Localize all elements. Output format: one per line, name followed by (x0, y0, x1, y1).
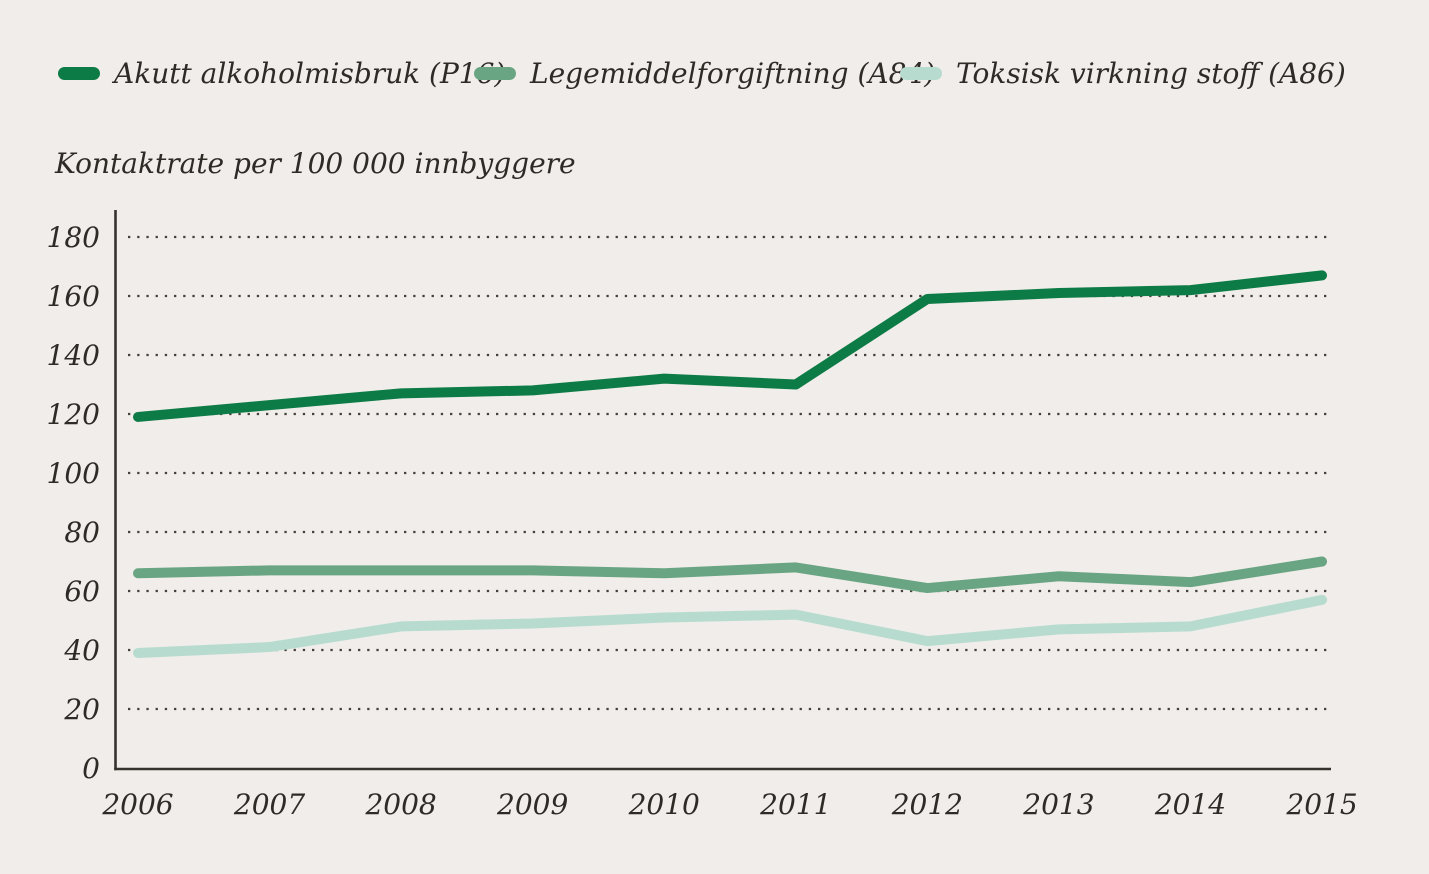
legend-label-toksisk-virkning: Toksisk virkning stoff (A86) (956, 56, 1346, 90)
y-tick-label-100: 100 (47, 457, 100, 490)
legend-swatch-toksisk-virkning-icon (900, 66, 942, 80)
series-line-2 (133, 594, 1328, 658)
x-tick-label-2014: 2014 (1154, 788, 1226, 821)
x-tick-label-2015: 2015 (1285, 788, 1357, 821)
legend-label-legemiddelforgiftning: Legemiddelforgiftning (A84) (530, 56, 936, 90)
series-line-1 (133, 556, 1328, 594)
x-tick-label-2010: 2010 (628, 788, 700, 821)
legend-item-legemiddelforgiftning: Legemiddelforgiftning (A84) (474, 55, 935, 91)
y-axis-title: Kontaktrate per 100 000 innbyggere (55, 147, 576, 180)
x-tick-label-2013: 2013 (1022, 788, 1094, 821)
x-tick-label-2009: 2009 (496, 788, 568, 821)
y-tick-label-80: 80 (64, 516, 100, 549)
x-tick-label-2008: 2008 (364, 788, 436, 821)
y-tick-label-180: 180 (47, 221, 100, 254)
y-tick-label-40: 40 (63, 634, 100, 667)
x-tick-label-2007: 2007 (233, 788, 305, 821)
legend-item-akutt-alkoholmisbruk: Akutt alkoholmisbruk (P16) (58, 55, 505, 91)
y-tick-label-20: 20 (63, 693, 100, 726)
y-tick-label-160: 160 (47, 280, 100, 313)
series-line-0 (133, 270, 1328, 422)
legend-swatch-akutt-alkoholmisbruk-icon (58, 66, 100, 80)
x-tick-label-2006: 2006 (101, 788, 173, 821)
x-tick-label-2012: 2012 (891, 788, 963, 821)
y-tick-label-120: 120 (47, 398, 100, 431)
y-tick-label-60: 60 (64, 575, 100, 608)
legend-item-toksisk-virkning: Toksisk virkning stoff (A86) (900, 55, 1346, 91)
legend-label-akutt-alkoholmisbruk: Akutt alkoholmisbruk (P16) (114, 56, 506, 90)
y-tick-label-140: 140 (47, 339, 100, 372)
y-tick-label-0: 0 (82, 752, 100, 785)
x-tick-label-2011: 2011 (759, 788, 831, 821)
legend-swatch-legemiddelforgiftning-icon (474, 66, 516, 80)
